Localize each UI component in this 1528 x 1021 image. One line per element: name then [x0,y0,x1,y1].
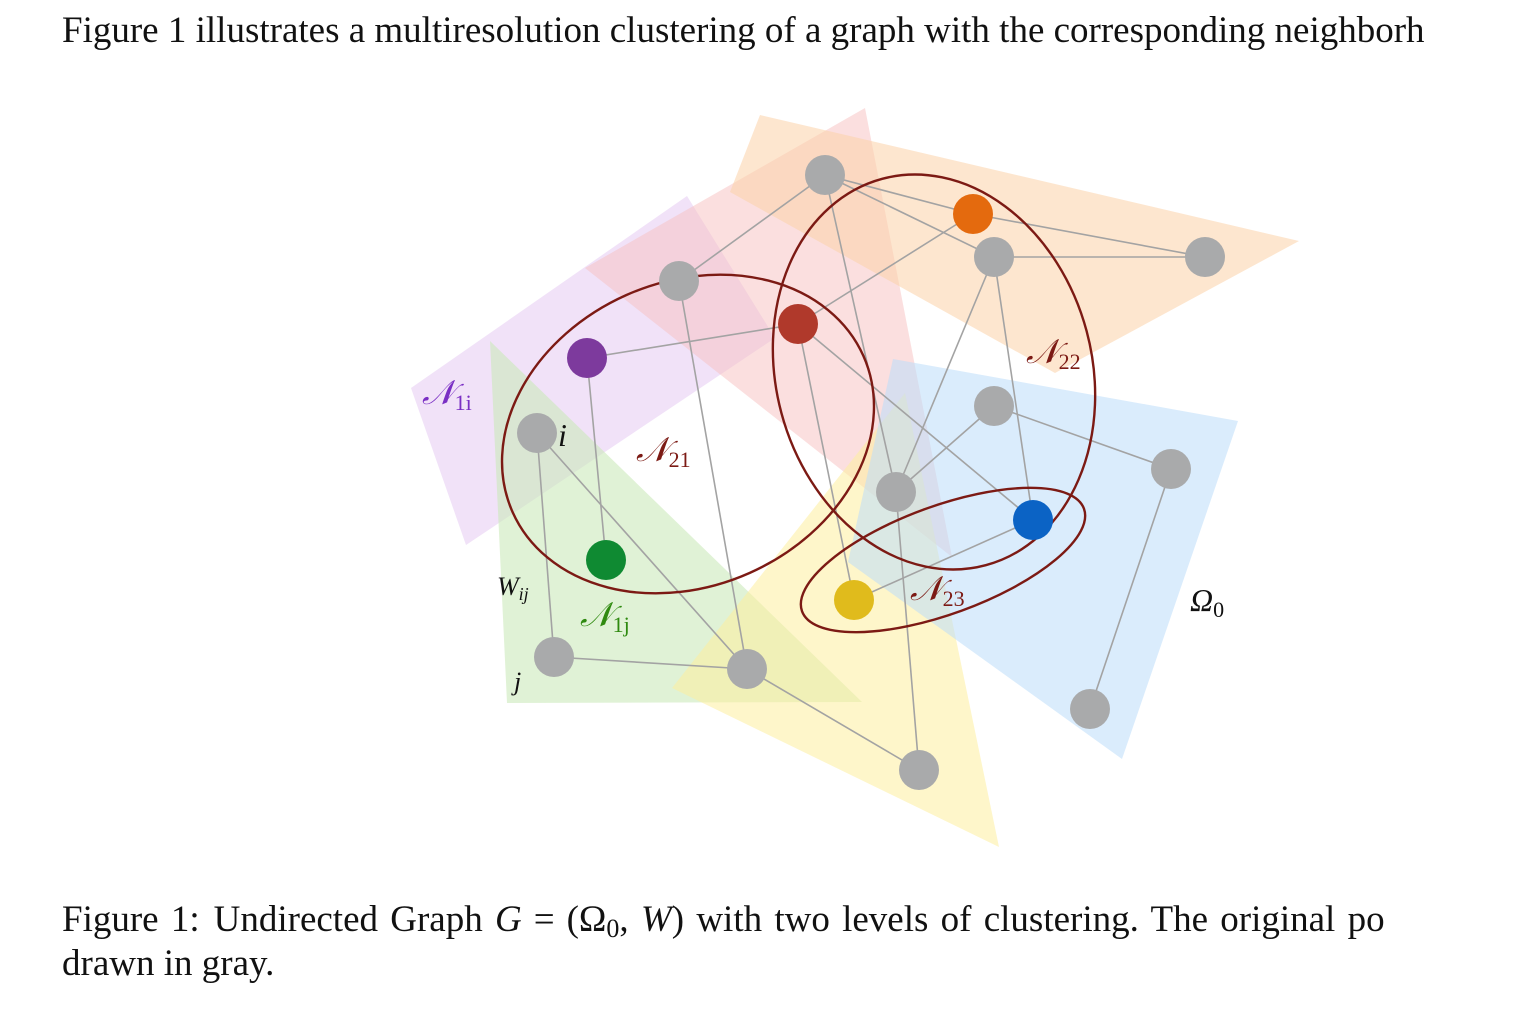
green-node [586,540,626,580]
label-wij: Wij [497,572,529,604]
gray-node [727,649,767,689]
label-n23: 𝒩23 [910,571,965,611]
gray-node [876,472,916,512]
gray-node [974,237,1014,277]
purple-node [567,338,607,378]
edge [824,174,995,258]
edge [895,491,920,771]
edge [678,174,826,282]
gray-node [1151,449,1191,489]
edge [972,213,1206,258]
label-omega0: Ω0 [1190,582,1224,622]
figure-caption: Figure 1: Undirected Graph G = (Ω0, W) with… [62,898,1528,986]
edges [536,174,1206,771]
gray-node [974,386,1014,426]
edge [536,432,555,658]
edge [746,668,920,771]
edge [797,323,1034,521]
gray-node-j [534,637,574,677]
gray-node [659,261,699,301]
caption-rest: with two levels of clustering. The origi… [696,899,1385,940]
region-blue [848,359,1238,759]
cluster-ellipses [500,173,1097,634]
caption-open-paren: ( [566,899,579,940]
edge [824,174,974,215]
label-node-i: i [558,417,567,453]
label-node-j: j [511,667,521,696]
gray-node [1070,689,1110,729]
gray-node [899,750,939,790]
red-node [778,304,818,344]
edge [895,405,995,493]
caption-comma: , [619,899,629,940]
ellipse-n21 [500,273,876,595]
ellipse-n22 [771,173,1097,571]
caption-lead: Undirected Graph [213,899,483,940]
caption-close-paren: ) [671,899,685,940]
intro-paragraph: Figure 1 illustrates a multiresolution c… [62,10,1425,51]
ellipse-n23 [799,486,1087,634]
edge [678,280,748,670]
edge [586,323,799,359]
edge [993,256,1034,521]
orange-node [953,194,993,234]
caption-graph-var: G [494,899,522,940]
edge [553,656,748,670]
gray-node [1185,237,1225,277]
edge [536,432,748,670]
blue-node [1013,500,1053,540]
caption-prefix: Figure 1: [62,899,200,940]
caption-omega-sub: 0 [606,914,620,943]
yellow-node [834,580,874,620]
edge [1089,468,1172,710]
edge [797,213,974,325]
figure-labels: 𝒩1i 𝒩1j 𝒩21 𝒩22 𝒩23 Ω0 i j Wij [422,334,1224,696]
edge [993,405,1172,470]
caption-omega: Ω [578,899,607,940]
edge [853,519,1034,601]
edge [797,323,855,601]
edge [895,256,995,493]
caption-line-2: drawn in gray. [62,943,275,984]
caption-equals: = [533,899,555,940]
label-n21: 𝒩21 [636,432,691,472]
gray-node-i [517,413,557,453]
caption-w-var: W [640,899,672,940]
edge [824,174,897,493]
nodes [517,155,1225,790]
region-orange [730,115,1299,373]
edge [586,357,607,561]
gray-node [805,155,845,195]
caption-line-1: Figure 1: Undirected Graph G = (Ω0, W) with… [62,898,1528,942]
